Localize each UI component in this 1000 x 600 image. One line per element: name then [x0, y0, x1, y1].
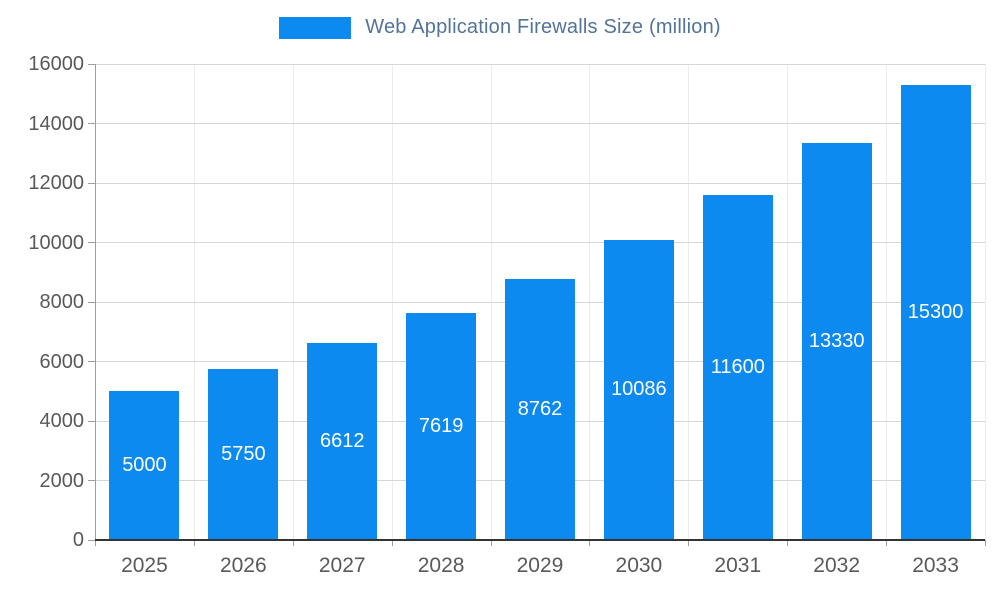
bar: 15300	[900, 84, 971, 540]
y-tick-label: 2000	[39, 469, 85, 492]
bar: 6612	[307, 343, 378, 540]
x-axis-tick	[193, 540, 195, 546]
y-axis-tick	[88, 123, 95, 124]
bar: 13330	[801, 143, 872, 540]
bar-value-label: 11600	[710, 355, 765, 378]
horizontal-gridline	[95, 63, 985, 65]
x-tick-label: 2028	[417, 554, 465, 577]
bar: 7619	[406, 313, 477, 540]
x-tick-label: 2033	[912, 554, 959, 577]
x-axis-tick	[292, 540, 294, 546]
x-axis-tick	[787, 540, 789, 546]
y-tick-label: 12000	[28, 172, 84, 194]
y-tick-label: 0	[72, 529, 84, 551]
horizontal-gridline	[95, 123, 985, 124]
y-axis-tick	[88, 63, 95, 65]
bar: 11600	[702, 194, 773, 540]
x-tick-label: 2026	[219, 554, 267, 577]
horizontal-gridline	[95, 182, 985, 184]
x-tick-label: 2032	[813, 554, 861, 577]
bar-value-label: 5750	[221, 442, 266, 465]
x-axis-tick	[95, 540, 96, 546]
bar-value-label: 15300	[907, 300, 964, 323]
chart-title: Web Application Firewalls Size (million)	[365, 16, 721, 38]
x-axis-line	[95, 539, 985, 541]
bar-value-label: 13330	[808, 330, 865, 353]
chart-legend: Web Application Firewalls Size (million)	[0, 16, 1000, 39]
x-axis-tick	[391, 540, 393, 546]
bar: 5000	[109, 391, 180, 540]
y-axis-tick	[88, 242, 95, 243]
y-tick-label: 10000	[28, 231, 84, 254]
x-tick-label: 2027	[318, 554, 366, 577]
x-axis-tick	[688, 540, 690, 546]
y-tick-label: 14000	[28, 112, 84, 135]
x-tick-label: 2031	[714, 554, 762, 577]
bar-value-label: 5000	[122, 454, 167, 477]
vertical-gridline	[985, 64, 986, 540]
x-tick-label: 2025	[121, 554, 168, 577]
legend-swatch-icon	[279, 16, 352, 39]
bar: 5750	[208, 368, 279, 540]
x-tick-label: 2030	[615, 554, 663, 577]
x-axis-tick	[886, 540, 888, 546]
horizontal-gridline	[95, 242, 985, 243]
y-axis-tick	[88, 539, 95, 541]
y-axis-tick	[88, 480, 95, 481]
bar-value-label: 10086	[611, 378, 667, 401]
y-axis-tick	[88, 420, 95, 422]
bar-value-label: 6612	[319, 430, 365, 453]
x-tick-label: 2029	[516, 554, 564, 577]
bar: 10086	[603, 239, 674, 540]
y-axis-tick	[88, 182, 95, 184]
bar-value-label: 8762	[517, 398, 563, 421]
y-axis-line	[95, 64, 96, 540]
x-axis-tick	[490, 540, 492, 546]
bar-value-label: 7619	[418, 415, 464, 438]
y-tick-label: 16000	[28, 53, 84, 75]
y-tick-label: 6000	[39, 350, 85, 373]
y-axis-tick	[88, 301, 95, 303]
y-tick-label: 8000	[39, 291, 85, 313]
x-axis-tick	[589, 540, 591, 546]
bar: 8762	[505, 279, 575, 540]
x-axis-tick	[985, 540, 986, 546]
y-tick-label: 4000	[39, 410, 85, 432]
y-axis-tick	[88, 361, 95, 362]
